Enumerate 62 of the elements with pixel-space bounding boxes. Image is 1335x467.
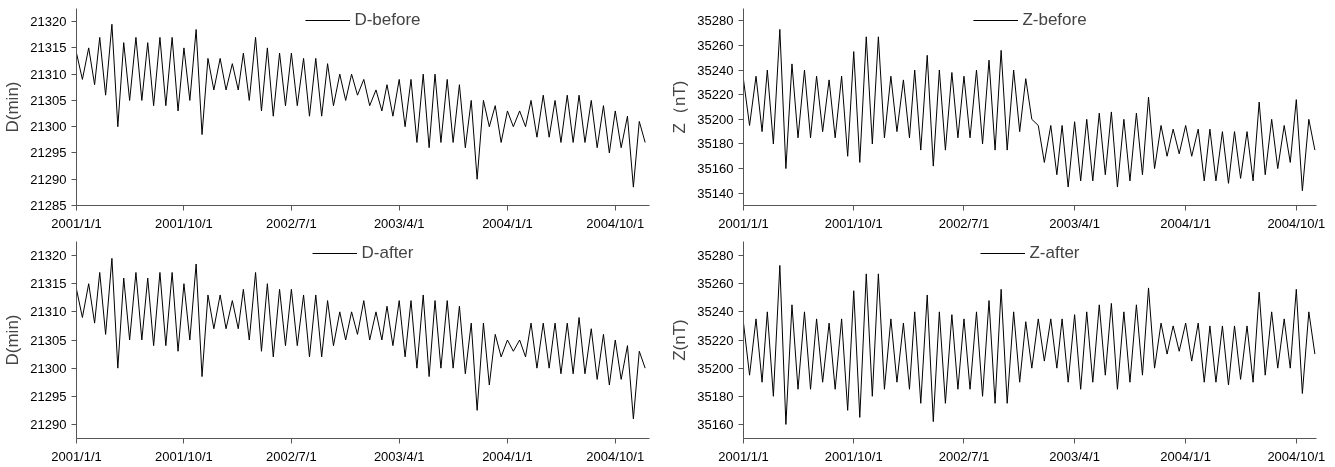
y-axis-title: Z（nT) [670, 80, 690, 134]
x-tick-label: 2004/10/1 [1267, 448, 1326, 464]
y-tick-label: 35280 [697, 248, 734, 264]
y-tick-label: 21320 [30, 14, 67, 30]
y-tick-label: 21305 [30, 332, 67, 348]
y-tick-label: 21310 [30, 304, 67, 320]
y-tick-label: 35200 [697, 111, 734, 127]
y-axis-title: Z(nT) [670, 319, 690, 361]
x-tick-label: 2004/10/1 [1267, 215, 1326, 231]
x-tick-label: 2001/10/1 [155, 215, 213, 231]
x-tick-label: 2001/1/1 [51, 215, 102, 231]
y-tick-label: 35220 [697, 332, 734, 348]
legend-label: Z-after [1029, 243, 1080, 263]
x-tick-label: 2003/4/1 [1049, 215, 1100, 231]
y-tick-label: 21300 [30, 119, 67, 135]
x-tick-label: 2002/7/1 [266, 215, 317, 231]
legend-label: D-before [354, 10, 421, 30]
y-tick-label: 21295 [30, 145, 67, 161]
x-tick-label: 2001/1/1 [718, 215, 769, 231]
y-tick-label: 35180 [697, 388, 734, 404]
legend-label: Z-before [1022, 10, 1087, 30]
y-tick-label: 35220 [697, 87, 734, 103]
y-tick-label: 21290 [30, 416, 67, 432]
y-tick-label: 35200 [697, 360, 734, 376]
x-tick-label: 2004/1/1 [1160, 215, 1211, 231]
y-tick-label: 35160 [697, 416, 734, 432]
y-tick-label: 21305 [30, 92, 67, 108]
x-tick-label: 2003/4/1 [1049, 448, 1100, 464]
y-tick-label: 35180 [697, 136, 734, 152]
x-tick-label: 2003/4/1 [373, 448, 425, 464]
y-axis-title: D(min) [3, 314, 23, 366]
x-tick-label: 2004/1/1 [482, 448, 533, 464]
x-tick-label: 2001/10/1 [824, 215, 883, 231]
y-tick-label: 21315 [30, 40, 67, 56]
x-tick-label: 2004/1/1 [482, 215, 533, 231]
y-tick-label: 35240 [697, 304, 734, 320]
y-tick-label: 35260 [697, 276, 734, 292]
x-tick-label: 2002/7/1 [938, 215, 990, 231]
x-tick-label: 2002/7/1 [266, 448, 317, 464]
y-tick-label: 21310 [30, 66, 67, 82]
y-axis-title: D(min) [3, 81, 23, 133]
legend-label: D-after [361, 243, 414, 263]
x-tick-label: 2004/1/1 [1160, 448, 1211, 464]
x-tick-label: 2002/7/1 [938, 448, 990, 464]
y-tick-label: 21320 [30, 248, 67, 264]
y-tick-label: 35280 [697, 13, 734, 29]
x-tick-label: 2001/10/1 [824, 448, 883, 464]
y-tick-label: 21315 [30, 276, 67, 292]
x-tick-label: 2001/1/1 [718, 448, 769, 464]
y-tick-label: 35140 [697, 185, 734, 201]
x-tick-label: 2004/10/1 [586, 215, 645, 231]
x-tick-label: 2001/10/1 [155, 448, 213, 464]
y-tick-label: 35260 [697, 37, 734, 53]
x-tick-label: 2003/4/1 [373, 215, 425, 231]
y-tick-label: 21300 [30, 360, 67, 376]
y-tick-label: 35240 [697, 62, 734, 78]
y-tick-label: 35160 [697, 161, 734, 177]
y-tick-label: 21290 [30, 171, 67, 187]
y-tick-label: 21295 [30, 388, 67, 404]
x-tick-label: 2001/1/1 [51, 448, 102, 464]
x-tick-label: 2004/10/1 [586, 448, 645, 464]
y-tick-label: 21285 [30, 198, 67, 213]
